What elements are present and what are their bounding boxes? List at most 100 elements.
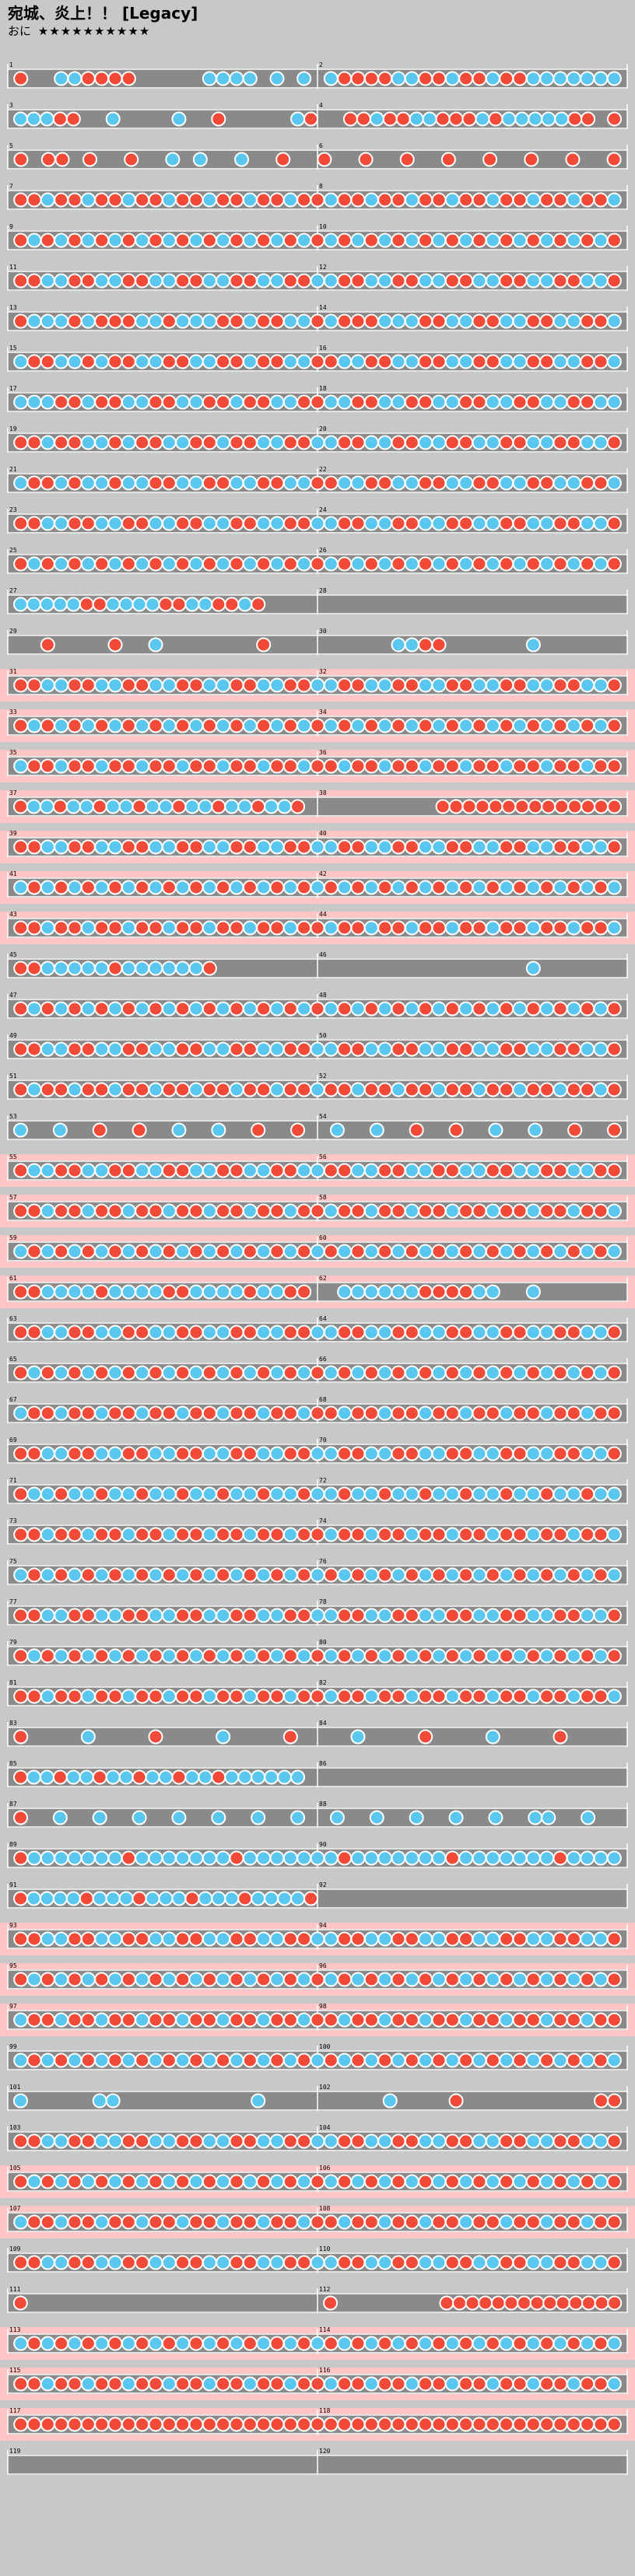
don-note: [553, 1365, 568, 1381]
don-note: [26, 2376, 42, 2392]
don-note: [303, 1891, 319, 1906]
don-note: [501, 799, 517, 814]
don-note: [242, 2133, 258, 2149]
ka-note: [499, 1567, 514, 1583]
ka-note: [148, 1041, 163, 1057]
ka-note: [539, 2255, 555, 2270]
don-note: [256, 556, 272, 572]
ka-note: [323, 1365, 339, 1381]
ka-note: [216, 1972, 231, 1987]
don-note: [121, 1001, 136, 1017]
ka-note: [264, 799, 279, 814]
don-note: [418, 718, 433, 733]
don-note: [269, 920, 285, 936]
ka-note: [80, 192, 96, 208]
measure-number: 20: [319, 425, 327, 432]
measure-number: 97: [9, 2003, 17, 2010]
don-note: [67, 2376, 82, 2392]
ka-note: [188, 1648, 204, 1664]
don-note: [418, 354, 433, 369]
ka-note: [553, 354, 568, 369]
don-note: [512, 516, 528, 531]
ka-note: [54, 839, 69, 855]
don-note: [80, 1244, 96, 1259]
don-note: [242, 2255, 258, 2270]
don-note: [175, 233, 191, 248]
don-note: [593, 1527, 609, 1542]
don-note: [512, 1203, 528, 1219]
measure-number: 9: [9, 223, 13, 230]
measure-number: 67: [9, 1396, 17, 1403]
don-note: [404, 394, 419, 410]
ka-note: [350, 1486, 366, 1502]
measure-number: 110: [319, 2245, 331, 2252]
don-note: [188, 758, 204, 774]
don-note: [323, 1082, 339, 1097]
don-note: [418, 1648, 433, 1664]
don-note: [458, 677, 474, 693]
don-note: [94, 2376, 110, 2392]
don-note: [26, 2255, 42, 2270]
don-note: [94, 2417, 110, 2432]
ka-note: [593, 839, 609, 855]
don-note: [458, 71, 474, 86]
don-note: [566, 839, 581, 855]
ka-note: [40, 2255, 55, 2270]
ka-note: [512, 1850, 528, 1866]
ka-note: [350, 1365, 366, 1381]
don-note: [148, 1729, 163, 1745]
don-note: [606, 2417, 622, 2432]
ka-note: [553, 71, 568, 86]
don-note: [67, 2255, 82, 2270]
ka-note: [444, 192, 460, 208]
don-note: [296, 677, 312, 693]
ka-note: [539, 2012, 555, 2028]
don-note: [202, 2012, 217, 2028]
ka-note: [40, 1567, 55, 1583]
ka-note: [94, 2053, 110, 2068]
don-note: [539, 1527, 555, 1542]
don-note: [444, 677, 460, 693]
don-note: [67, 1931, 82, 1947]
ka-note: [229, 1082, 244, 1097]
don-note: [310, 758, 325, 774]
ka-note: [161, 1486, 177, 1502]
don-note: [13, 1972, 29, 1987]
measure-number: 60: [319, 1234, 327, 1241]
ka-note: [553, 394, 568, 410]
don-note: [525, 2012, 541, 2028]
ka-note: [363, 1527, 379, 1542]
ka-note: [323, 394, 339, 410]
don-note: [256, 354, 272, 369]
ka-note: [363, 1041, 379, 1057]
measure-number: 35: [9, 749, 17, 756]
don-note: [13, 1082, 29, 1097]
measure-number: 21: [9, 466, 17, 473]
don-note: [107, 637, 123, 653]
don-note: [67, 758, 82, 774]
ka-note: [67, 354, 82, 369]
don-note: [409, 1122, 424, 1138]
ka-note: [229, 880, 244, 895]
don-note: [282, 1284, 298, 1300]
ka-note: [135, 354, 150, 369]
don-note: [67, 192, 82, 208]
ka-note: [418, 2133, 433, 2149]
ka-note: [485, 1001, 500, 1017]
ka-note: [499, 2214, 514, 2230]
don-note: [525, 718, 541, 733]
don-note: [54, 435, 69, 450]
measure-number: 13: [9, 304, 17, 311]
ka-note: [525, 1689, 541, 1704]
ka-note: [472, 273, 487, 289]
don-note: [242, 2012, 258, 2028]
don-note: [391, 233, 406, 248]
don-note: [135, 2053, 150, 2068]
ka-note: [80, 961, 96, 976]
don-note: [282, 1608, 298, 1623]
don-note: [202, 1972, 217, 1987]
don-note: [350, 1244, 366, 1259]
don-note: [607, 111, 623, 127]
ka-note: [40, 1689, 55, 1704]
ka-note: [54, 718, 69, 733]
